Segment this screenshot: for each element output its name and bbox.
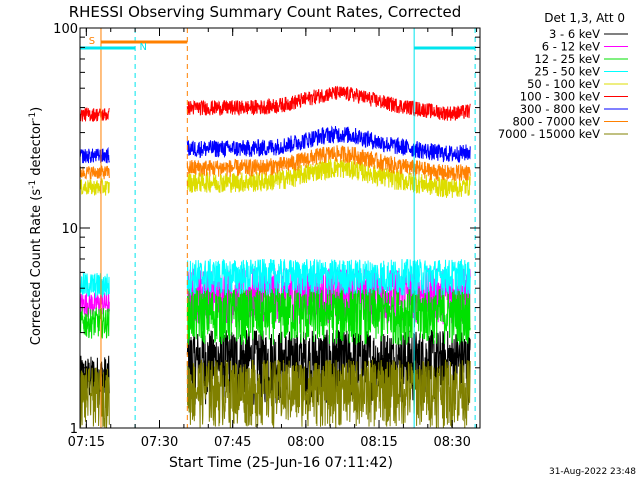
y-axis-label-end: ) xyxy=(29,107,44,112)
y-axis-label-sup2: -1 xyxy=(28,112,38,121)
legend-label-7000-15000-kev: 7000 - 15000 keV xyxy=(498,127,600,141)
y-axis-label-mid: detector xyxy=(29,120,44,180)
legend-label-6-12-kev: 6 - 12 keV xyxy=(542,40,600,54)
series-line-800-7000-kev xyxy=(79,165,110,180)
series-line-50-100-kev xyxy=(79,177,110,196)
y-axis-label: Corrected Count Rate (s-1 detector-1) xyxy=(28,107,44,345)
y-tick-label: 10 xyxy=(61,222,78,237)
series-line-800-7000-kev xyxy=(186,145,471,182)
axes: 1 10 100 07:15 07:30 07:45 08:00 08:15 08:30 xyxy=(53,22,481,450)
x-tick-label: 08:00 xyxy=(287,435,324,450)
legend-header: Det 1,3, Att 0 xyxy=(544,11,625,25)
x-tick-label: 08:15 xyxy=(360,435,397,450)
series-line-300-800-kev xyxy=(79,146,110,164)
series-line-300-800-kev xyxy=(186,125,471,163)
series-line-12-25-kev xyxy=(186,288,471,345)
series-line-100-300-kev xyxy=(186,85,471,121)
series-line-7000-15000-kev xyxy=(186,359,471,428)
series-100-300-kev xyxy=(79,85,471,122)
series-25-50-kev xyxy=(79,258,471,299)
legend-label-25-50-kev: 25 - 50 keV xyxy=(534,65,600,79)
series-line-25-50-kev xyxy=(79,272,110,299)
y-axis-label-main: Corrected Count Rate (s xyxy=(29,189,44,346)
legend-label-3-6-kev: 3 - 6 keV xyxy=(549,27,600,41)
legend-label-100-300-kev: 100 - 300 keV xyxy=(520,90,600,104)
chart-title: RHESSI Observing Summary Count Rates, Co… xyxy=(69,3,462,21)
legend-label-800-7000-kev: 800 - 7000 keV xyxy=(512,115,600,129)
series-800-7000-kev xyxy=(79,145,471,182)
series-line-12-25-kev xyxy=(79,307,110,339)
series-line-7000-15000-kev xyxy=(79,367,110,429)
timestamp: 31-Aug-2022 23:48 xyxy=(549,467,636,477)
series-line-50-100-kev xyxy=(186,158,471,198)
x-tick-label: 07:30 xyxy=(141,435,178,450)
y-axis-label-sup1: -1 xyxy=(28,180,38,189)
series-300-800-kev xyxy=(79,125,471,164)
series-50-100-kev xyxy=(79,158,471,198)
legend-label-50-100-kev: 50 - 100 keV xyxy=(527,77,600,91)
legend-label-300-800-kev: 300 - 800 keV xyxy=(520,102,600,116)
series-line-100-300-kev xyxy=(79,106,110,122)
series-7000-15000-kev xyxy=(79,359,471,429)
x-axis-label: Start Time (25-Jun-16 07:11:42) xyxy=(169,455,393,471)
x-tick-label: 08:30 xyxy=(433,435,470,450)
x-tick-label: 07:15 xyxy=(68,435,105,450)
night-label: N xyxy=(140,42,147,53)
saa-label: S xyxy=(89,36,95,47)
series-12-25-kev xyxy=(79,288,471,345)
plot-area: SN xyxy=(79,28,476,429)
legend-label-12-25-kev: 12 - 25 keV xyxy=(534,52,600,66)
y-tick-label: 100 xyxy=(53,22,78,37)
y-tick-label: 1 xyxy=(70,422,78,437)
x-tick-label: 07:45 xyxy=(214,435,251,450)
series-line-25-50-kev xyxy=(186,258,471,297)
